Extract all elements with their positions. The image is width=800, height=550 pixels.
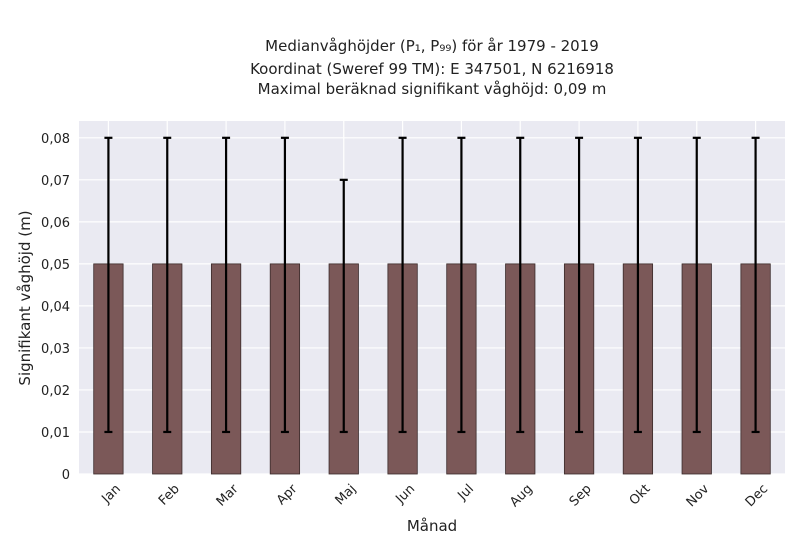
y-axis-label: Signifikant våghöjd (m) xyxy=(16,210,34,385)
x-tick-label: Aug xyxy=(507,482,536,511)
error-bar-jun xyxy=(398,136,407,434)
y-tick-label: 0,08 xyxy=(41,132,70,147)
x-tick-label: Jan xyxy=(98,482,123,507)
x-tick-label: Feb xyxy=(156,482,183,509)
x-tick-label: Jun xyxy=(392,482,418,508)
x-tick-label: Mar xyxy=(214,481,242,509)
x-tick-label: Jul xyxy=(455,482,477,504)
error-bar-jan xyxy=(104,136,113,434)
plot-area xyxy=(79,121,785,474)
error-bar-okt xyxy=(633,136,642,434)
y-axis-ticks: 0 0,01 0,02 0,03 0,04 0,05 0,06 0,07 0,08 xyxy=(41,132,70,483)
y-tick-label: 0,04 xyxy=(41,300,70,315)
error-bar-sep xyxy=(575,136,584,434)
error-bar-aug xyxy=(516,136,525,434)
x-tick-label: Apr xyxy=(274,481,301,508)
error-bar-mar xyxy=(222,136,231,434)
error-bar-nov xyxy=(692,136,701,434)
y-tick-label: 0,06 xyxy=(41,216,70,231)
y-tick-label: 0,01 xyxy=(41,426,70,441)
x-tick-label: Sep xyxy=(567,482,595,510)
title-line-3: Maximal beräknad signifikant våghöjd: 0,… xyxy=(258,80,607,98)
chart-title: Medianvåghöjder (P₁, P₉₉) för år 1979 - … xyxy=(250,37,614,98)
error-bar-maj xyxy=(339,178,348,434)
x-axis-label: Månad xyxy=(407,517,457,535)
y-tick-label: 0 xyxy=(62,468,70,483)
title-line-2: Koordinat (Sweref 99 TM): E 347501, N 62… xyxy=(250,60,614,78)
error-bar-apr xyxy=(280,136,289,434)
y-tick-label: 0,07 xyxy=(41,174,70,189)
x-tick-label: Nov xyxy=(684,481,713,510)
y-tick-label: 0,02 xyxy=(41,384,70,399)
x-tick-label: Okt xyxy=(627,482,654,509)
error-bar-dec xyxy=(751,136,760,434)
y-tick-label: 0,05 xyxy=(41,258,70,273)
x-tick-label: Dec xyxy=(743,482,771,510)
title-line-1: Medianvåghöjder (P₁, P₉₉) för år 1979 - … xyxy=(265,37,599,55)
error-bar-feb xyxy=(163,136,172,434)
error-bars xyxy=(104,136,760,434)
error-bar-jul xyxy=(457,136,466,434)
y-tick-label: 0,03 xyxy=(41,342,70,357)
x-tick-label: Maj xyxy=(333,482,360,509)
x-axis-ticks: Jan Feb Mar Apr Maj Jun Jul Aug Sep Okt Nov Dec xyxy=(98,481,771,510)
